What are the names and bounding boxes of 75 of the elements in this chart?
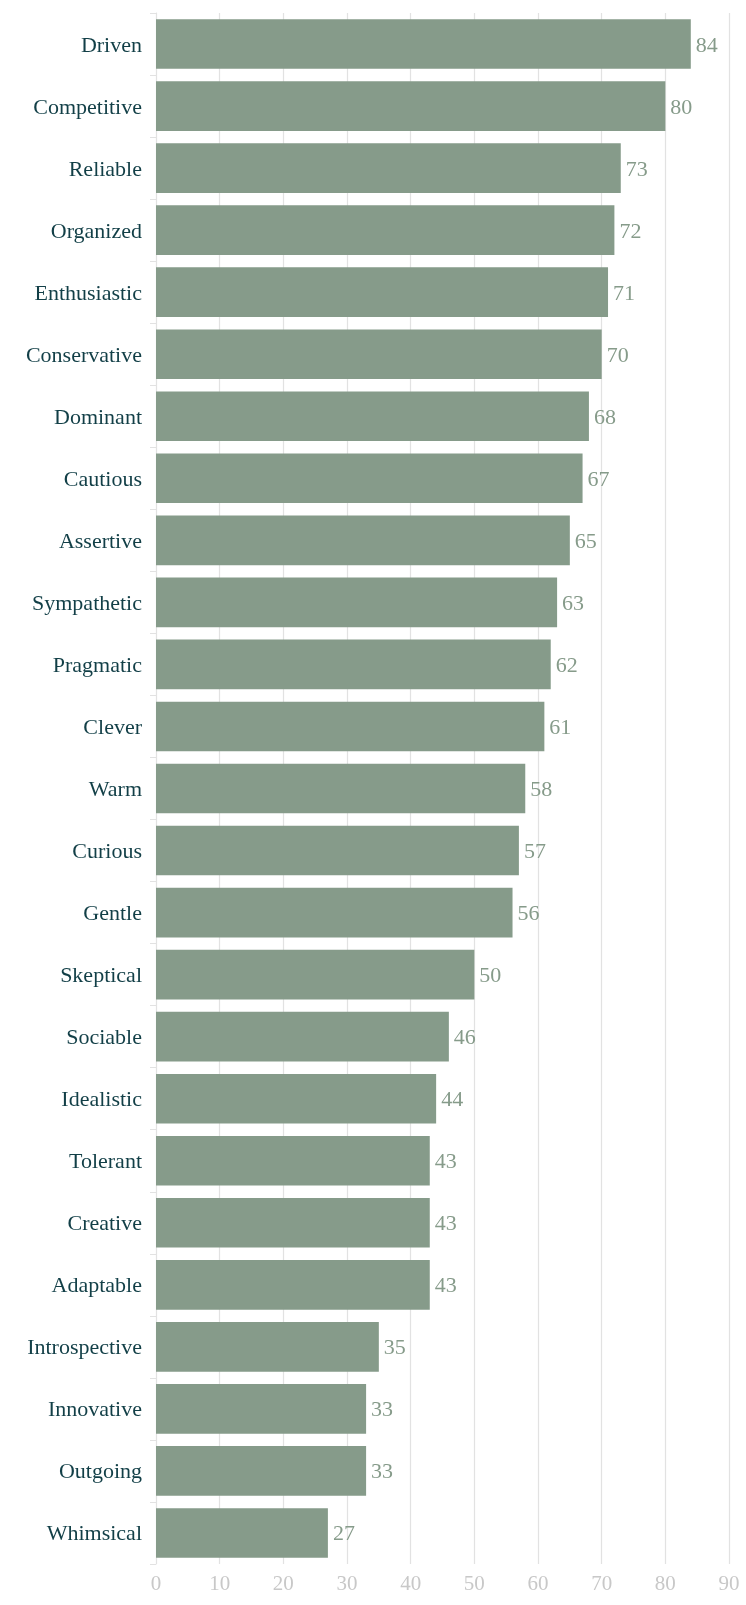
y-tick-label: Warm	[88, 776, 142, 801]
data-label: 27	[332, 1520, 355, 1546]
y-tick-label: Curious	[72, 838, 142, 864]
bar	[156, 1011, 449, 1062]
bar	[156, 949, 475, 1000]
bar	[156, 453, 583, 504]
data-label: 84	[695, 31, 718, 57]
bar	[156, 639, 551, 690]
y-tick-label: Competitive	[33, 93, 142, 119]
data-label: 61	[549, 713, 572, 739]
data-label: 63	[562, 589, 585, 615]
y-tick-label: Conservative	[25, 341, 142, 367]
y-tick-label: Enthusiastic	[34, 279, 143, 305]
data-label: 57	[523, 838, 546, 864]
bar	[156, 515, 570, 566]
bar	[156, 143, 621, 193]
bar	[156, 1260, 430, 1310]
bar	[156, 825, 519, 876]
y-tick-label: Skeptical	[60, 962, 142, 988]
data-label: 58	[530, 776, 553, 801]
y-tick-label: Idealistic	[61, 1086, 143, 1112]
y-tick-label: Driven	[80, 31, 142, 57]
data-label: 50	[479, 962, 502, 988]
y-tick-label: Whimsical	[46, 1520, 142, 1546]
y-tick-label: Tolerant	[69, 1148, 142, 1174]
data-label: 35	[383, 1334, 406, 1360]
bar	[156, 577, 558, 628]
bar	[156, 1073, 437, 1124]
data-label: 46	[453, 1024, 476, 1050]
bar	[156, 763, 526, 814]
y-tick-label: Sociable	[66, 1024, 142, 1050]
bar	[156, 81, 666, 131]
bar	[156, 887, 513, 938]
data-label: 71	[613, 279, 636, 305]
data-label: 56	[517, 900, 540, 926]
y-tick-label: Pragmatic	[52, 651, 143, 677]
data-label: 43	[434, 1272, 457, 1298]
y-tick-label: Organized	[50, 217, 142, 243]
y-tick-label: Innovative	[47, 1396, 142, 1422]
y-tick-label: Outgoing	[58, 1458, 142, 1484]
bar	[156, 205, 615, 255]
bar	[156, 701, 545, 752]
data-label: 72	[619, 217, 642, 243]
bar	[156, 1384, 367, 1434]
data-label: 65	[574, 527, 597, 553]
data-label: 80	[670, 93, 693, 119]
y-tick-label: Cautious	[63, 465, 142, 491]
bar	[156, 19, 691, 69]
y-tick-label: Creative	[67, 1210, 142, 1236]
bar	[156, 1135, 430, 1186]
data-label: 33	[371, 1458, 394, 1484]
bar	[156, 329, 602, 380]
y-tick-label: Dominant	[54, 403, 142, 429]
y-tick-label: Sympathetic	[32, 589, 143, 615]
data-label: 43	[434, 1210, 457, 1236]
bar	[156, 267, 609, 317]
data-label: 68	[593, 403, 616, 429]
data-label: 70	[606, 341, 629, 367]
y-tick-label: Adaptable	[51, 1272, 142, 1298]
y-tick-label: Introspective	[27, 1334, 142, 1360]
y-tick-label: Assertive	[58, 527, 142, 553]
y-tick-label: Clever	[83, 713, 143, 739]
y-tick-label: Reliable	[68, 155, 142, 181]
y-tick-label: Gentle	[83, 900, 142, 926]
bar	[156, 1322, 379, 1372]
data-label: 44	[441, 1086, 464, 1112]
bar	[156, 1446, 367, 1496]
data-label: 33	[371, 1396, 394, 1422]
data-label: 73	[625, 155, 648, 181]
bar	[156, 1197, 430, 1248]
data-label: 62	[555, 651, 578, 677]
data-label: 43	[434, 1148, 457, 1174]
bar	[156, 391, 589, 442]
data-label: 67	[587, 465, 610, 491]
bar	[156, 1508, 328, 1558]
